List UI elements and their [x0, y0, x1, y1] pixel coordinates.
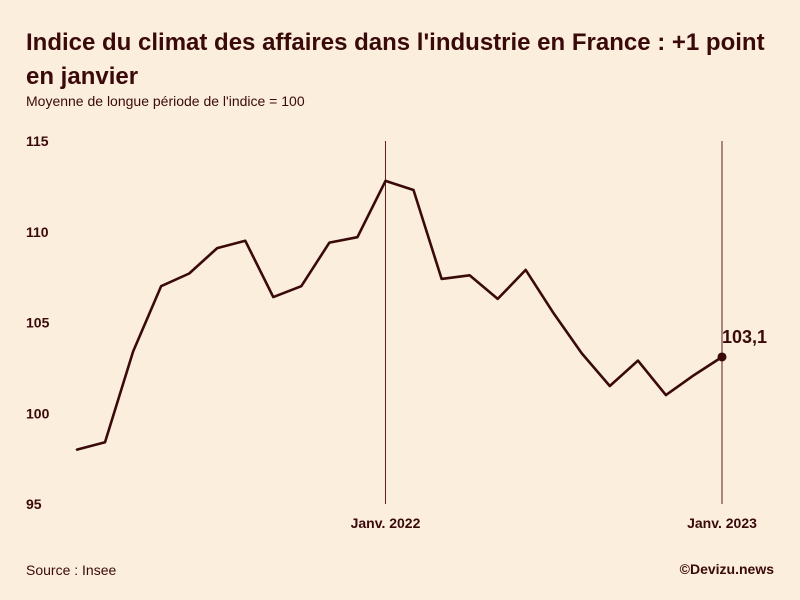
y-tick-label: 115: [26, 133, 49, 149]
y-tick-label: 110: [26, 224, 49, 240]
last-data-point: [717, 352, 727, 362]
y-tick-label: 95: [26, 496, 42, 512]
x-tick-label: Janv. 2022: [351, 515, 421, 531]
source-note: Source : Insee: [26, 562, 117, 578]
chart-subtitle: Moyenne de longue période de l'indice = …: [26, 93, 305, 109]
y-tick-label: 105: [26, 315, 50, 331]
y-tick-label: 100: [26, 405, 50, 421]
last-value-label: 103,1: [722, 327, 767, 347]
x-tick-label: Janv. 2023: [687, 515, 757, 531]
credit-note: ©Devizu.news: [679, 561, 774, 577]
series-line: [75, 179, 724, 451]
chart-title: Indice du climat des affaires dans l'ind…: [26, 29, 765, 90]
